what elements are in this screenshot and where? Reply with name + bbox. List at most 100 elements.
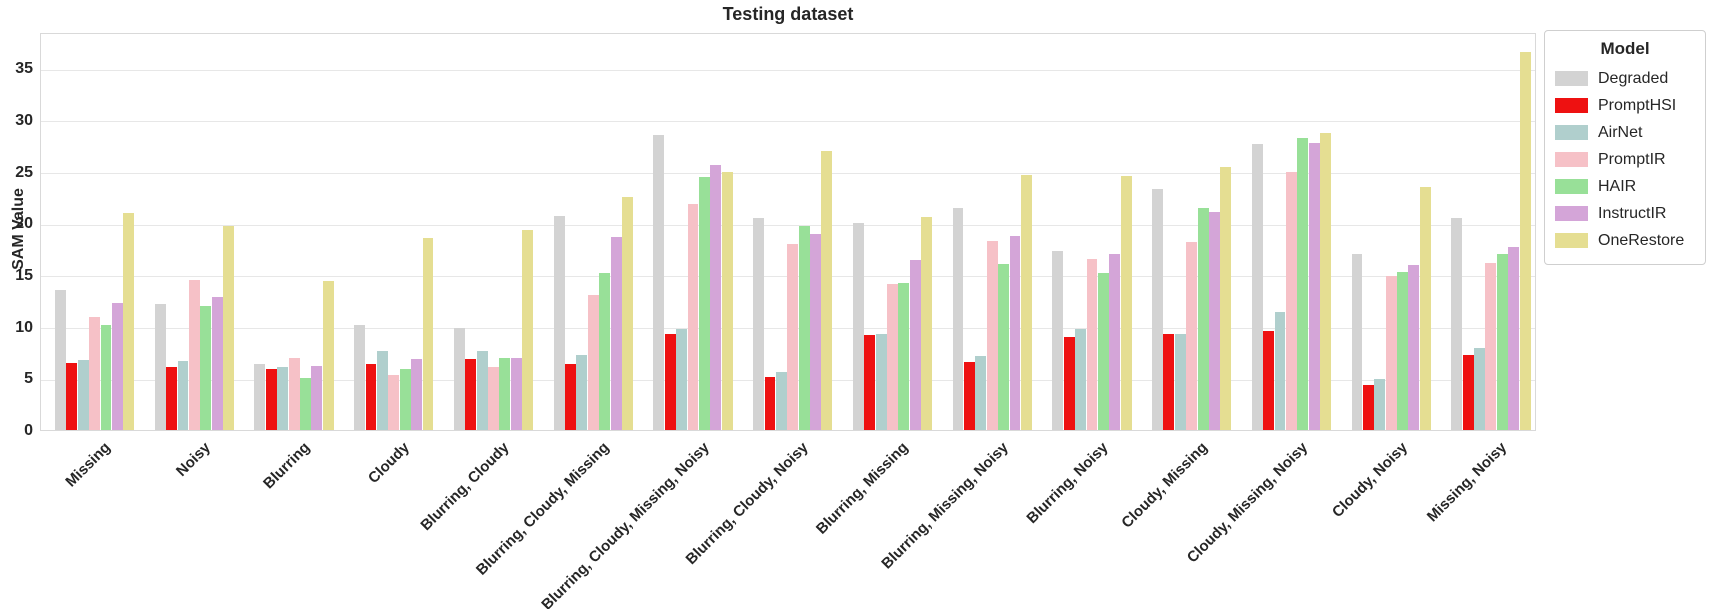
x-tick-label: Missing, Noisy bbox=[1423, 439, 1511, 526]
bar-instructir bbox=[1009, 235, 1021, 430]
bar-degraded bbox=[753, 218, 764, 430]
bar-onerestore bbox=[1120, 175, 1132, 430]
legend-item-promptir: PromptIR bbox=[1555, 146, 1695, 173]
bar-instructir bbox=[1408, 264, 1420, 430]
bar-degraded bbox=[1351, 254, 1363, 430]
bar-degraded bbox=[1451, 218, 1463, 430]
bar-onerestore bbox=[1220, 167, 1232, 430]
legend-title: Model bbox=[1600, 39, 1650, 58]
bar-promptir bbox=[1086, 259, 1098, 430]
bar-degraded bbox=[254, 363, 266, 430]
x-tick-label: Cloudy, Missing bbox=[1118, 439, 1211, 532]
bar-onerestore bbox=[1419, 187, 1431, 430]
bar-hair bbox=[1197, 207, 1209, 430]
x-tick-label: Blurring, Noisy bbox=[1023, 439, 1112, 528]
bar-onerestore bbox=[322, 281, 334, 430]
bar-degraded bbox=[852, 223, 864, 430]
bar-promptir bbox=[887, 284, 898, 430]
gridline bbox=[41, 121, 1535, 123]
bar-hair bbox=[698, 176, 710, 430]
bar-instructir bbox=[1109, 254, 1121, 430]
gridline bbox=[41, 173, 1535, 175]
bar-degraded bbox=[1152, 189, 1163, 430]
bar-airnet bbox=[775, 372, 787, 430]
x-tick-label: Cloudy bbox=[365, 439, 414, 487]
legend-label: AirNet bbox=[1598, 123, 1643, 141]
bar-degraded bbox=[1251, 143, 1263, 430]
bar-degraded bbox=[952, 207, 964, 430]
bar-onerestore bbox=[721, 171, 733, 430]
bar-airnet bbox=[1474, 348, 1485, 430]
bar-onerestore bbox=[123, 212, 135, 430]
bar-promptir bbox=[587, 294, 599, 430]
bar-hair bbox=[1297, 138, 1309, 430]
bar-prompthsi bbox=[1063, 336, 1075, 430]
bar-promptir bbox=[986, 240, 998, 430]
bar-instructir bbox=[111, 302, 123, 430]
bar-airnet bbox=[875, 333, 887, 430]
bar-instructir bbox=[1308, 142, 1320, 430]
bar-promptir bbox=[1385, 275, 1397, 430]
legend-swatch-icon bbox=[1555, 179, 1588, 194]
x-tick-label: Cloudy, Noisy bbox=[1328, 439, 1411, 521]
legend-swatch-icon bbox=[1555, 125, 1588, 140]
legend-item-onerestore: OneRestore bbox=[1555, 227, 1695, 254]
legend-swatch-icon bbox=[1555, 206, 1588, 221]
legend-item-instructir: InstructIR bbox=[1555, 200, 1695, 227]
legend-label: PromptHSI bbox=[1598, 96, 1677, 114]
bar-degraded bbox=[453, 327, 465, 430]
bar-prompthsi bbox=[1362, 384, 1374, 430]
bar-airnet bbox=[975, 355, 987, 430]
bar-instructir bbox=[211, 296, 223, 430]
x-tick-label: Noisy bbox=[172, 439, 214, 480]
bar-onerestore bbox=[522, 230, 534, 430]
bar-onerestore bbox=[422, 237, 434, 430]
bar-prompthsi bbox=[565, 363, 576, 430]
bar-airnet bbox=[476, 351, 488, 430]
legend-label: Degraded bbox=[1598, 69, 1669, 87]
bar-prompthsi bbox=[166, 366, 177, 430]
y-tick-label: 10 bbox=[15, 318, 33, 336]
bar-degraded bbox=[653, 135, 665, 430]
bar-prompthsi bbox=[864, 334, 876, 430]
bar-hair bbox=[200, 305, 212, 430]
bar-onerestore bbox=[1020, 174, 1032, 430]
bar-promptir bbox=[1285, 171, 1297, 430]
bar-promptir bbox=[1186, 241, 1198, 430]
y-tick-label: 30 bbox=[15, 111, 33, 129]
x-tick-label: Blurring, Missing bbox=[813, 439, 912, 538]
bar-instructir bbox=[810, 233, 821, 430]
bar-prompthsi bbox=[1462, 354, 1474, 430]
legend-label: PromptIR bbox=[1598, 150, 1666, 168]
bar-hair bbox=[1097, 272, 1109, 430]
bar-prompthsi bbox=[1263, 330, 1275, 430]
bar-promptir bbox=[687, 203, 699, 430]
bar-airnet bbox=[376, 351, 388, 430]
gridline bbox=[41, 69, 1535, 71]
legend-swatch-icon bbox=[1555, 71, 1588, 86]
legend-item-airnet: AirNet bbox=[1555, 119, 1695, 146]
bar-onerestore bbox=[223, 226, 234, 430]
y-tick-label: 15 bbox=[15, 266, 33, 284]
bar-hair bbox=[599, 272, 611, 430]
bar-hair bbox=[898, 283, 910, 430]
plot-area bbox=[40, 33, 1536, 431]
bar-airnet bbox=[1274, 312, 1286, 430]
bar-instructir bbox=[311, 365, 323, 430]
bar-prompthsi bbox=[1163, 333, 1175, 430]
legend-label: OneRestore bbox=[1598, 231, 1685, 249]
legend-swatch-icon bbox=[1555, 98, 1588, 113]
bar-prompthsi bbox=[365, 363, 377, 430]
bar-hair bbox=[100, 324, 112, 430]
bar-hair bbox=[399, 369, 411, 430]
bar-hair bbox=[499, 357, 511, 430]
bar-promptir bbox=[787, 243, 799, 430]
bar-instructir bbox=[610, 236, 622, 430]
bar-degraded bbox=[154, 303, 166, 430]
legend-item-hair: HAIR bbox=[1555, 173, 1695, 200]
bar-onerestore bbox=[1519, 51, 1531, 430]
legend-item-prompthsi: PromptHSI bbox=[1555, 92, 1695, 119]
bar-prompthsi bbox=[465, 358, 477, 430]
legend-swatch-icon bbox=[1555, 233, 1588, 248]
bar-onerestore bbox=[821, 150, 833, 430]
